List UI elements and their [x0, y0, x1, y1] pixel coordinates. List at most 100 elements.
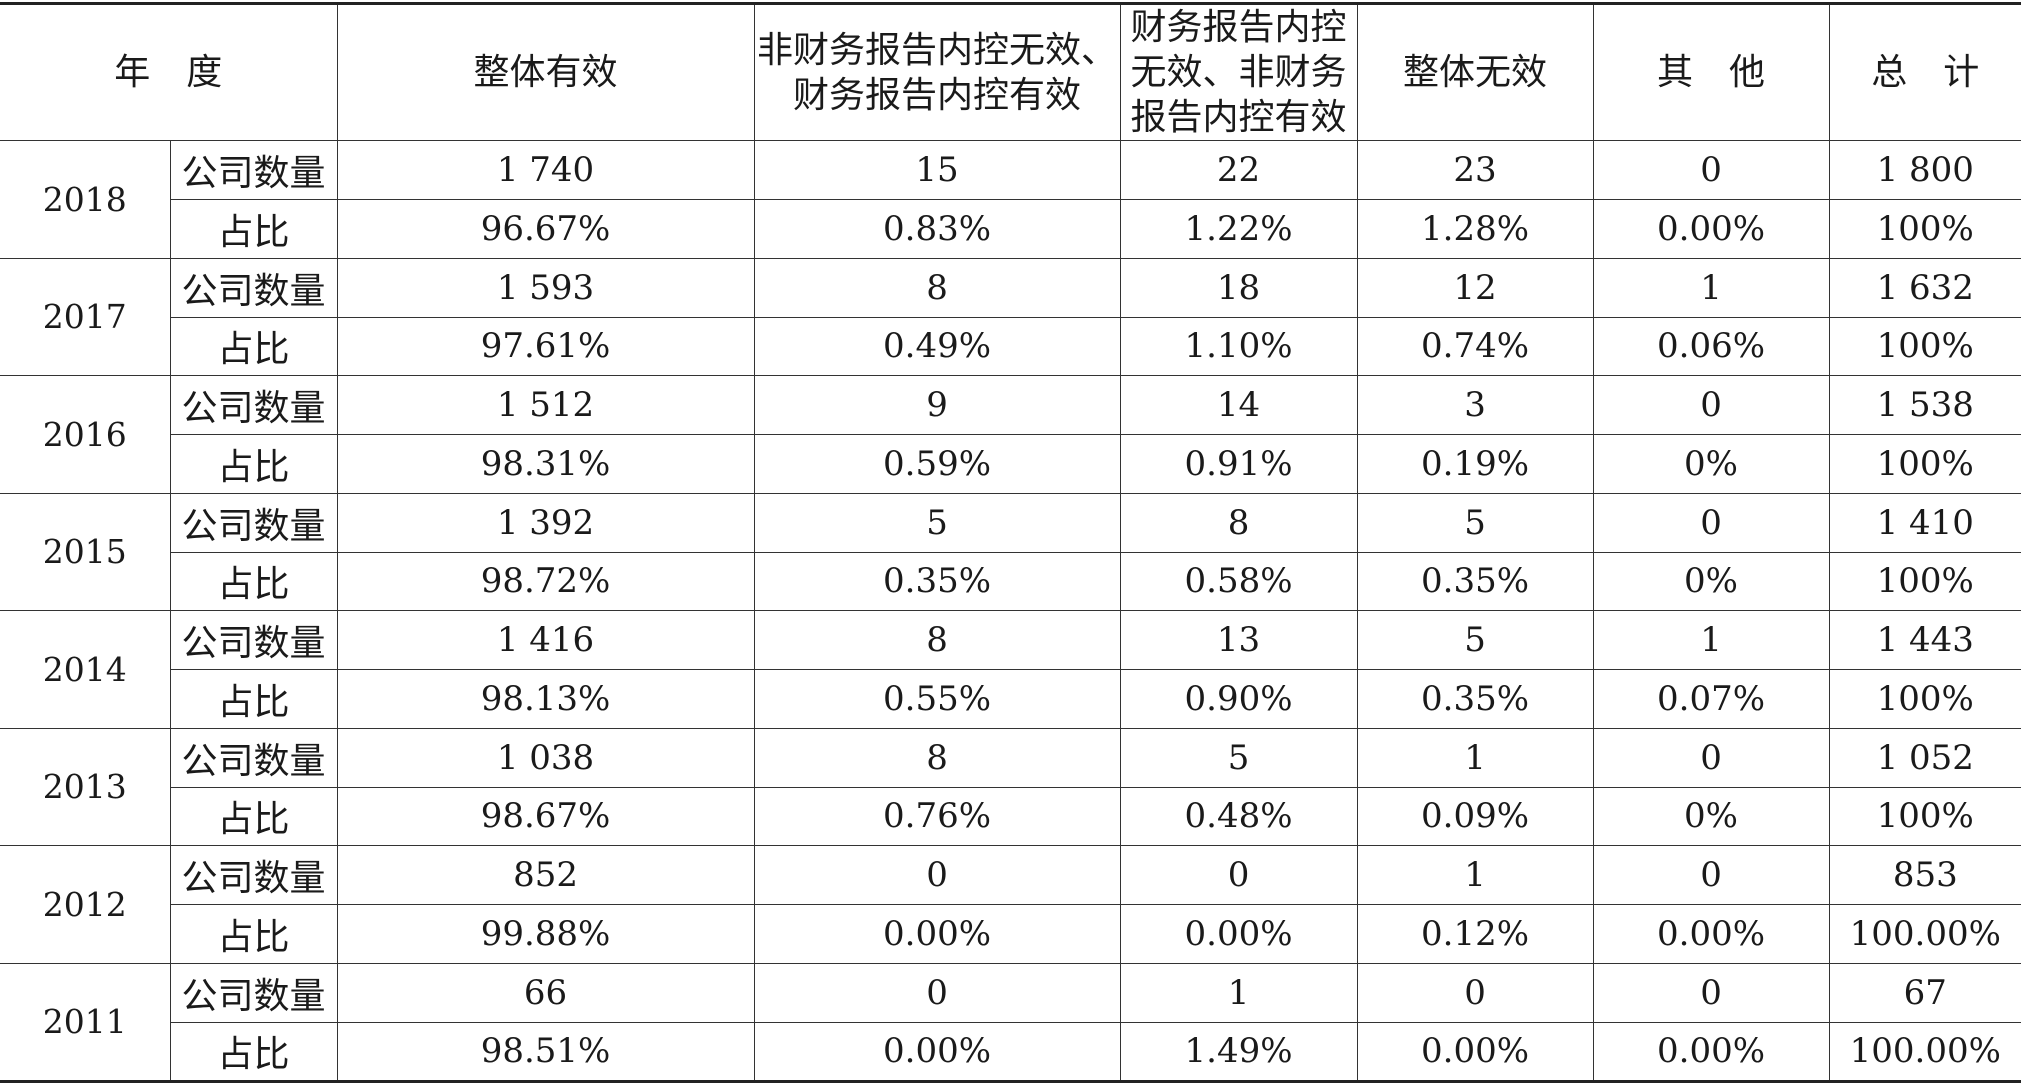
count-cell-fin-ineffective: 1 — [1119, 962, 1358, 1023]
count-cell-nonfin-ineffective: 5 — [753, 492, 1121, 553]
count-cell-nonfin-ineffective: 0 — [753, 845, 1121, 905]
table-row-count: 2013 公司数量 1 038 8 5 1 0 1 052 — [0, 727, 2021, 846]
ratio-cell-other: 0.00% — [1592, 199, 1830, 259]
ratio-cell-effective: 98.51% — [336, 1021, 755, 1083]
ratio-cell-effective: 96.67% — [336, 199, 755, 259]
table-row-ratio: 占比 99.88% 0.00% 0.00% 0.12% 0.00% 100.00% — [0, 904, 2021, 964]
count-cell-nonfin-ineffective: 0 — [753, 962, 1121, 1023]
ratio-cell-total: 100.00% — [1828, 904, 2021, 964]
row-label-count: 公司数量 — [169, 257, 338, 318]
ratio-cell-ineffective: 0.35% — [1356, 551, 1594, 611]
count-cell-fin-ineffective: 13 — [1119, 610, 1358, 670]
count-cell-effective: 1 038 — [336, 727, 755, 788]
table-row-count: 2014 公司数量 1 416 8 13 5 1 1 443 — [0, 610, 2021, 729]
ratio-cell-total: 100% — [1828, 551, 2021, 611]
count-cell-total: 1 800 — [1828, 140, 2021, 200]
ratio-cell-other: 0.00% — [1592, 1021, 1830, 1083]
count-cell-nonfin-ineffective: 9 — [753, 375, 1121, 435]
ratio-cell-nonfin-ineffective: 0.76% — [753, 786, 1121, 846]
count-cell-other: 0 — [1592, 727, 1830, 788]
table-row-ratio: 占比 98.13% 0.55% 0.90% 0.35% 0.07% 100% — [0, 669, 2021, 729]
row-label-ratio: 占比 — [170, 316, 338, 376]
header-fin-ineffective: 财务报告内控无效、非财务报告内控有效 — [1119, 2, 1358, 141]
ratio-cell-nonfin-ineffective: 0.59% — [753, 434, 1121, 494]
count-cell-ineffective: 12 — [1356, 257, 1594, 318]
count-cell-effective: 1 512 — [336, 375, 755, 435]
table-row-ratio: 占比 98.31% 0.59% 0.91% 0.19% 0% 100% — [0, 434, 2021, 494]
table-row-ratio: 占比 96.67% 0.83% 1.22% 1.28% 0.00% 100% — [0, 199, 2021, 259]
ratio-cell-fin-ineffective: 0.00% — [1119, 904, 1358, 964]
row-label-ratio: 占比 — [170, 1021, 338, 1083]
count-cell-other: 1 — [1592, 610, 1830, 670]
ratio-cell-effective: 98.31% — [336, 434, 755, 494]
count-cell-fin-ineffective: 8 — [1119, 492, 1358, 553]
count-cell-fin-ineffective: 5 — [1119, 727, 1358, 788]
ratio-cell-total: 100.00% — [1828, 1021, 2021, 1083]
row-label-count: 公司数量 — [169, 610, 338, 670]
row-label-ratio: 占比 — [170, 669, 338, 729]
header-nonfin-ineffective: 非财务报告内控无效、财务报告内控有效 — [753, 2, 1121, 141]
header-row: 年 度 整体有效 非财务报告内控无效、财务报告内控有效 财务报告内控无效、非财务… — [0, 2, 2021, 141]
header-ineffective: 整体无效 — [1356, 2, 1594, 141]
table-header: 年 度 整体有效 非财务报告内控无效、财务报告内控有效 财务报告内控无效、非财务… — [0, 2, 2021, 141]
count-cell-total: 1 538 — [1828, 375, 2021, 435]
header-effective: 整体有效 — [336, 2, 755, 141]
ratio-cell-ineffective: 0.00% — [1356, 1021, 1594, 1083]
year-cell: 2014 — [0, 610, 171, 729]
year-cell: 2015 — [0, 492, 171, 611]
count-cell-effective: 66 — [336, 962, 755, 1023]
row-label-count: 公司数量 — [169, 492, 338, 553]
ratio-cell-fin-ineffective: 1.22% — [1119, 199, 1358, 259]
ratio-cell-effective: 97.61% — [336, 316, 755, 376]
count-cell-other: 0 — [1592, 140, 1830, 200]
ratio-cell-nonfin-ineffective: 0.00% — [753, 1021, 1121, 1083]
count-cell-other: 1 — [1592, 257, 1830, 318]
ratio-cell-nonfin-ineffective: 0.00% — [753, 904, 1121, 964]
ratio-cell-nonfin-ineffective: 0.55% — [753, 669, 1121, 729]
count-cell-effective: 1 740 — [336, 140, 755, 200]
row-label-count: 公司数量 — [169, 140, 338, 200]
count-cell-effective: 1 416 — [336, 610, 755, 670]
ratio-cell-other: 0% — [1592, 551, 1830, 611]
ratio-cell-total: 100% — [1828, 786, 2021, 846]
ratio-cell-ineffective: 0.35% — [1356, 669, 1594, 729]
table-row-count: 2018 公司数量 1 740 15 22 23 0 1 800 — [0, 140, 2021, 259]
ratio-cell-ineffective: 1.28% — [1356, 199, 1594, 259]
table-row-count: 2016 公司数量 1 512 9 14 3 0 1 538 — [0, 375, 2021, 494]
ratio-cell-total: 100% — [1828, 199, 2021, 259]
ratio-cell-ineffective: 0.09% — [1356, 786, 1594, 846]
row-label-count: 公司数量 — [169, 962, 338, 1023]
ratio-cell-fin-ineffective: 0.48% — [1119, 786, 1358, 846]
ratio-cell-effective: 98.67% — [336, 786, 755, 846]
row-label-ratio: 占比 — [170, 904, 338, 964]
count-cell-total: 1 052 — [1828, 727, 2021, 788]
count-cell-ineffective: 1 — [1356, 727, 1594, 788]
count-cell-effective: 852 — [336, 845, 755, 905]
count-cell-total: 1 632 — [1828, 257, 2021, 318]
row-label-ratio: 占比 — [170, 434, 338, 494]
table-row-count: 2011 公司数量 66 0 1 0 0 67 — [0, 962, 2021, 1082]
ratio-cell-other: 0% — [1592, 434, 1830, 494]
count-cell-nonfin-ineffective: 8 — [753, 727, 1121, 788]
year-cell: 2018 — [0, 140, 171, 259]
year-cell: 2017 — [0, 257, 171, 376]
count-cell-fin-ineffective: 22 — [1119, 140, 1358, 200]
table-row-count: 2015 公司数量 1 392 5 8 5 0 1 410 — [0, 492, 2021, 611]
count-cell-fin-ineffective: 14 — [1119, 375, 1358, 435]
row-label-count: 公司数量 — [169, 375, 338, 435]
count-cell-ineffective: 23 — [1356, 140, 1594, 200]
count-cell-total: 67 — [1828, 962, 2021, 1023]
table-row-ratio: 占比 98.51% 0.00% 1.49% 0.00% 0.00% 100.00% — [0, 1021, 2021, 1083]
row-label-ratio: 占比 — [170, 551, 338, 611]
ratio-cell-total: 100% — [1828, 316, 2021, 376]
ratio-cell-total: 100% — [1828, 669, 2021, 729]
ratio-cell-other: 0.00% — [1592, 904, 1830, 964]
ratio-cell-other: 0% — [1592, 786, 1830, 846]
table-row-count: 2012 公司数量 852 0 0 1 0 853 — [0, 845, 2021, 964]
header-total: 总 计 — [1828, 2, 2021, 141]
ratio-cell-effective: 98.72% — [336, 551, 755, 611]
ratio-cell-total: 100% — [1828, 434, 2021, 494]
table-body: 2018 公司数量 1 740 15 22 23 0 1 800 占比 96.67% 0.83% 1.… — [0, 140, 2021, 1083]
count-cell-ineffective: 3 — [1356, 375, 1594, 435]
